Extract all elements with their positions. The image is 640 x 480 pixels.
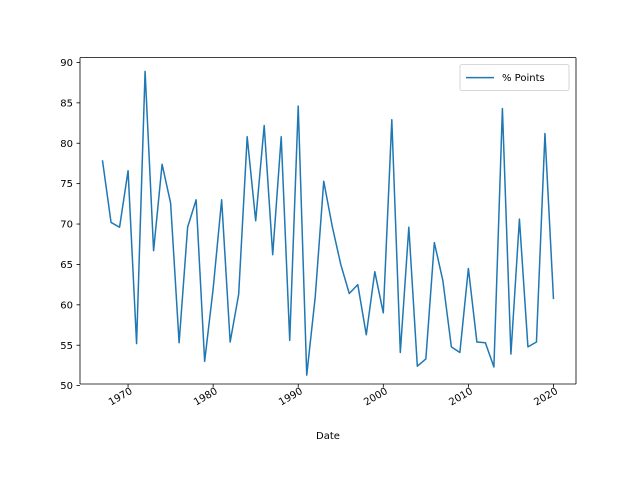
y-tick-label: 50 — [60, 381, 73, 392]
legend-label: % Points — [502, 73, 545, 84]
y-axis-ticks: 50 55 60 65 70 75 80 85 90 — [60, 58, 80, 392]
series-line-0 — [101, 70, 555, 376]
x-axis-title: Date — [316, 431, 340, 442]
plot-area — [80, 57, 576, 384]
y-tick-label: 70 — [60, 220, 73, 231]
y-tick-label: 75 — [60, 179, 73, 190]
y-tick-label: 85 — [60, 98, 73, 109]
y-tick-label: 60 — [60, 300, 73, 311]
legend-box — [459, 64, 570, 91]
legend: % Points — [459, 64, 570, 91]
series-layer — [101, 70, 555, 376]
y-tick-label: 55 — [60, 341, 73, 352]
y-tick-label: 80 — [60, 139, 73, 150]
axis-frame — [79, 57, 577, 385]
y-tick-label: 90 — [60, 58, 73, 69]
y-tick-label: 65 — [60, 260, 73, 271]
